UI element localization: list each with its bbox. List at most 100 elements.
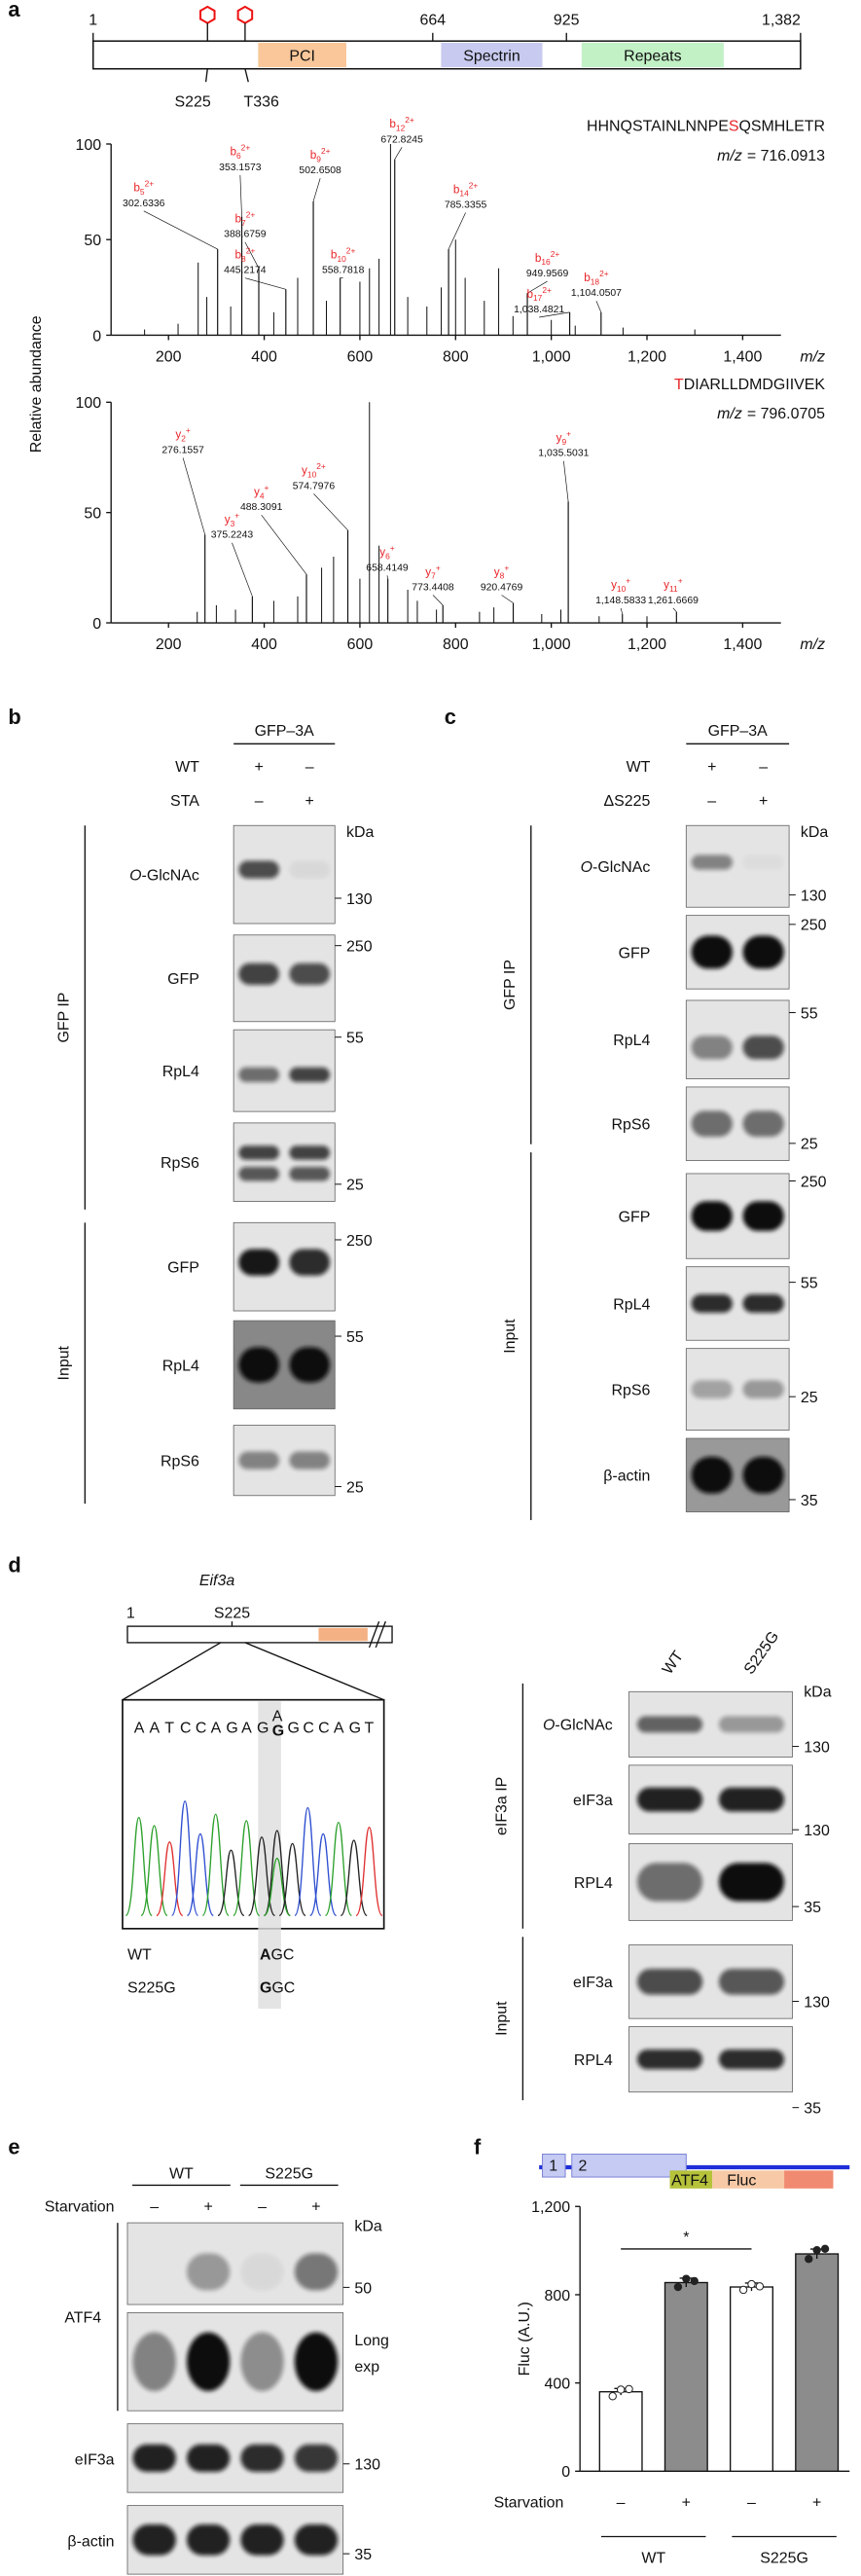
x-tick-label: 1,200 xyxy=(628,636,666,653)
ion-label: y11+ xyxy=(664,576,683,594)
ion-charge: 2+ xyxy=(469,180,479,190)
protein-tick-label: 925 xyxy=(554,12,580,28)
marker-label: 250 xyxy=(801,1174,827,1190)
protein-tick-label: 1 xyxy=(89,12,97,28)
peak-leader xyxy=(239,174,242,217)
data-point xyxy=(608,2392,617,2401)
x-tick-label: 1,400 xyxy=(723,348,762,365)
ion-name: b xyxy=(389,118,396,130)
utr-box xyxy=(784,2170,834,2189)
ion-index: 4 xyxy=(260,490,265,500)
genotype-codon-part: GC xyxy=(271,1979,295,1996)
peak-leader xyxy=(620,607,624,615)
ion-index: 7 xyxy=(431,571,436,581)
blot-band xyxy=(691,935,733,969)
ion-name: y xyxy=(611,579,617,592)
peptide-sequence-part: T xyxy=(674,377,684,393)
peak-mz: 1,035.5031 xyxy=(538,449,589,459)
blot-band xyxy=(691,1380,733,1398)
data-point xyxy=(690,2276,699,2286)
fluc-box xyxy=(712,2170,785,2189)
ion-label: b172+ xyxy=(526,285,552,303)
header: GFP–3A xyxy=(708,723,768,740)
precursor-mz-part: m/z xyxy=(717,148,742,164)
row-label: ΔS225 xyxy=(603,793,650,810)
row-label: Starvation xyxy=(494,2494,564,2511)
protein-tick-label: 664 xyxy=(420,12,447,28)
ion-charge: 2+ xyxy=(316,461,326,471)
blot-band xyxy=(186,2332,231,2392)
ion-index: 10 xyxy=(617,584,627,594)
blot-label-part: -GlcNAc xyxy=(142,868,199,885)
blot-band xyxy=(289,1347,331,1383)
marker-label: 55 xyxy=(801,1005,818,1022)
x-tick-label: 800 xyxy=(443,348,469,365)
blot-band xyxy=(636,1787,703,1812)
blot-label: RPL4 xyxy=(574,1875,613,1892)
ion-charge: 2+ xyxy=(542,285,552,295)
panel-label: c xyxy=(445,705,456,729)
ion-index: 3 xyxy=(231,519,235,528)
x-tick-label: 1,000 xyxy=(532,348,571,365)
group-label: Input xyxy=(56,1345,73,1380)
data-point xyxy=(616,2385,626,2394)
lane-sign: – xyxy=(150,2198,159,2215)
blot-label: RpS6 xyxy=(161,1454,199,1470)
group-label: WT xyxy=(169,2166,194,2183)
y-tick-label: 0 xyxy=(92,616,101,633)
peptide-sequence: TDIARLLDMDGIIVEK xyxy=(674,377,825,393)
peak-leader xyxy=(595,301,602,313)
blot-band xyxy=(186,2523,231,2556)
chromatogram-peak xyxy=(201,1813,230,1917)
x-axis-label: m/z xyxy=(800,636,825,653)
variant-highlight xyxy=(258,1701,281,2010)
row-label: Starvation xyxy=(45,2198,115,2215)
peak-mz: 785.3355 xyxy=(445,200,487,210)
base: C xyxy=(318,1720,330,1736)
ion-name: b xyxy=(235,213,242,226)
y-tick-label: 1,200 xyxy=(531,2199,570,2216)
base: G xyxy=(288,1720,300,1736)
blot-band xyxy=(238,962,279,985)
x-tick-label: + xyxy=(682,2494,691,2511)
ion-charge: + xyxy=(265,483,269,492)
glycosite-icon xyxy=(236,5,254,24)
genotype-label: WT xyxy=(127,1947,152,1964)
x-tick-label: 800 xyxy=(443,636,469,653)
ion-name: y xyxy=(225,514,231,526)
peak-leader xyxy=(672,607,677,612)
y-tick-label: 100 xyxy=(76,395,102,412)
chromatogram-peak xyxy=(217,1849,245,1917)
x-tick-label: + xyxy=(812,2494,821,2511)
blot-band xyxy=(294,2332,339,2392)
blot-label: RpS6 xyxy=(161,1155,199,1172)
blot-band xyxy=(238,1249,279,1276)
chromatogram-box xyxy=(122,1698,385,1930)
blot-band xyxy=(743,854,784,869)
row-label: WT xyxy=(627,759,651,776)
peak-leader xyxy=(143,210,218,250)
peak-mz: 558.7818 xyxy=(322,266,365,276)
blot-band xyxy=(240,2253,284,2291)
blot-band xyxy=(742,1456,784,1494)
ion-index: 10 xyxy=(337,254,346,264)
group-label: Input xyxy=(494,2001,511,2036)
x-tick-label: 600 xyxy=(347,636,374,653)
ion-label: b92+ xyxy=(310,146,331,163)
marker-label: 35 xyxy=(354,2547,372,2563)
ion-label: y7+ xyxy=(425,562,441,580)
ion-label: y102+ xyxy=(302,461,326,479)
y-tick-label: 50 xyxy=(84,233,101,249)
blot-band xyxy=(238,860,279,879)
ion-name: b xyxy=(535,252,542,265)
x-tick-label: 1,400 xyxy=(723,636,762,653)
blot-band xyxy=(691,1110,733,1137)
marker-label: kDa xyxy=(801,824,828,841)
header: GFP–3A xyxy=(255,723,314,740)
ion-name: b xyxy=(584,272,591,284)
ion-index: 9 xyxy=(316,154,321,163)
blot-band xyxy=(132,2332,176,2392)
genotype-label: S225G xyxy=(127,1979,176,1996)
ion-charge: + xyxy=(504,562,509,572)
blot-band xyxy=(691,1035,733,1060)
